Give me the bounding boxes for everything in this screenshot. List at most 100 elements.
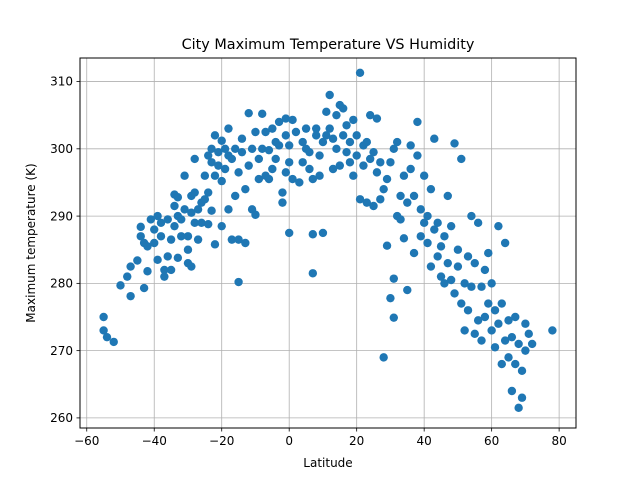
scatter-point <box>369 201 378 211</box>
scatter-point <box>136 232 145 241</box>
scatter-point <box>440 232 449 241</box>
scatter-point <box>504 316 513 325</box>
scatter-point <box>170 221 179 231</box>
scatter-point <box>463 252 473 261</box>
x-tick-label: 20 <box>349 434 364 448</box>
scatter-point <box>153 255 162 265</box>
scatter-point <box>173 253 183 262</box>
scatter-point <box>298 158 307 167</box>
scatter-point <box>251 127 260 137</box>
y-axis-label: Maximum temperature (K) <box>24 163 38 322</box>
scatter-point <box>457 299 466 308</box>
scatter-point <box>500 238 510 248</box>
scatter-point <box>254 154 264 164</box>
scatter-point <box>524 329 533 339</box>
x-tick-label: 60 <box>484 434 499 448</box>
y-tick-label: 290 <box>50 209 73 223</box>
scatter-point <box>126 262 135 271</box>
scatter-point <box>123 272 132 281</box>
scatter-point <box>446 275 456 285</box>
scatter-point <box>450 139 459 148</box>
scatter-point <box>288 174 297 184</box>
scatter-point <box>214 161 223 170</box>
scatter-point <box>382 241 392 250</box>
scatter-point <box>204 151 213 160</box>
scatter-point <box>392 137 402 147</box>
scatter-point <box>133 256 142 265</box>
scatter-point <box>207 206 216 215</box>
scatter-point <box>467 282 476 291</box>
scatter-point <box>328 164 338 174</box>
scatter-point <box>477 336 486 345</box>
x-tick-label: 0 <box>285 434 293 448</box>
scatter-point <box>251 210 260 219</box>
scatter-point <box>419 171 429 180</box>
scatter-point <box>355 68 365 78</box>
scatter-point <box>308 174 318 184</box>
scatter-point <box>136 222 145 232</box>
scatter-point <box>183 245 193 254</box>
scatter-point <box>436 272 446 281</box>
scatter-point <box>187 262 196 271</box>
scatter-point <box>507 332 517 342</box>
scatter-point <box>301 124 311 133</box>
x-tick-label: −20 <box>209 434 234 448</box>
scatter-point <box>403 285 412 295</box>
scatter-point <box>365 110 375 120</box>
scatter-point <box>382 174 392 184</box>
scatter-point <box>514 403 523 413</box>
scatter-point <box>156 232 166 241</box>
scatter-point <box>497 299 506 308</box>
chart-title: City Maximum Temperature VS Humidity <box>182 37 475 53</box>
scatter-point <box>281 114 291 123</box>
scatter-point <box>173 193 183 202</box>
scatter-point <box>217 136 226 145</box>
scatter-point <box>264 174 274 184</box>
scatter-point <box>473 316 483 325</box>
scatter-point <box>376 195 385 204</box>
scatter-point <box>160 265 169 275</box>
scatter-point <box>187 208 196 217</box>
scatter-point <box>362 198 372 207</box>
scatter-point <box>399 234 409 243</box>
scatter-point <box>197 218 206 228</box>
scatter-point <box>362 137 372 147</box>
scatter-point <box>338 104 348 113</box>
scatter-point <box>193 205 203 214</box>
scatter-point <box>150 238 159 248</box>
scatter-point <box>352 151 361 160</box>
scatter-point <box>217 176 226 186</box>
scatter-point <box>511 359 520 369</box>
scatter-point <box>318 137 328 147</box>
scatter-point <box>143 267 152 276</box>
scatter-point <box>288 115 297 125</box>
scatter-point <box>490 306 500 315</box>
scatter-point <box>355 195 365 204</box>
scatter-point <box>521 319 530 328</box>
scatter-point <box>298 137 307 147</box>
scatter-point <box>423 238 432 248</box>
scatter-point <box>305 164 314 174</box>
scatter-point <box>494 221 503 231</box>
scatter-point <box>500 336 510 345</box>
scatter-point <box>470 258 479 268</box>
scatter-point <box>153 211 162 221</box>
scatter-point <box>204 219 213 229</box>
scatter-point <box>409 191 419 201</box>
scatter-point <box>244 161 253 170</box>
scatter-point <box>376 158 385 167</box>
scatter-point <box>244 108 253 118</box>
scatter-point <box>177 232 186 241</box>
scatter-point <box>234 277 243 287</box>
scatter-point <box>430 225 439 234</box>
x-axis-label: Latitude <box>303 456 352 470</box>
plot-frame <box>79 57 577 429</box>
scatter-point <box>261 127 270 137</box>
scatter-point <box>254 174 264 184</box>
scatter-point <box>487 279 496 288</box>
scatter-point <box>146 215 156 224</box>
scatter-point <box>349 171 358 180</box>
scatter-point <box>484 299 493 308</box>
scatter-point <box>214 147 223 157</box>
